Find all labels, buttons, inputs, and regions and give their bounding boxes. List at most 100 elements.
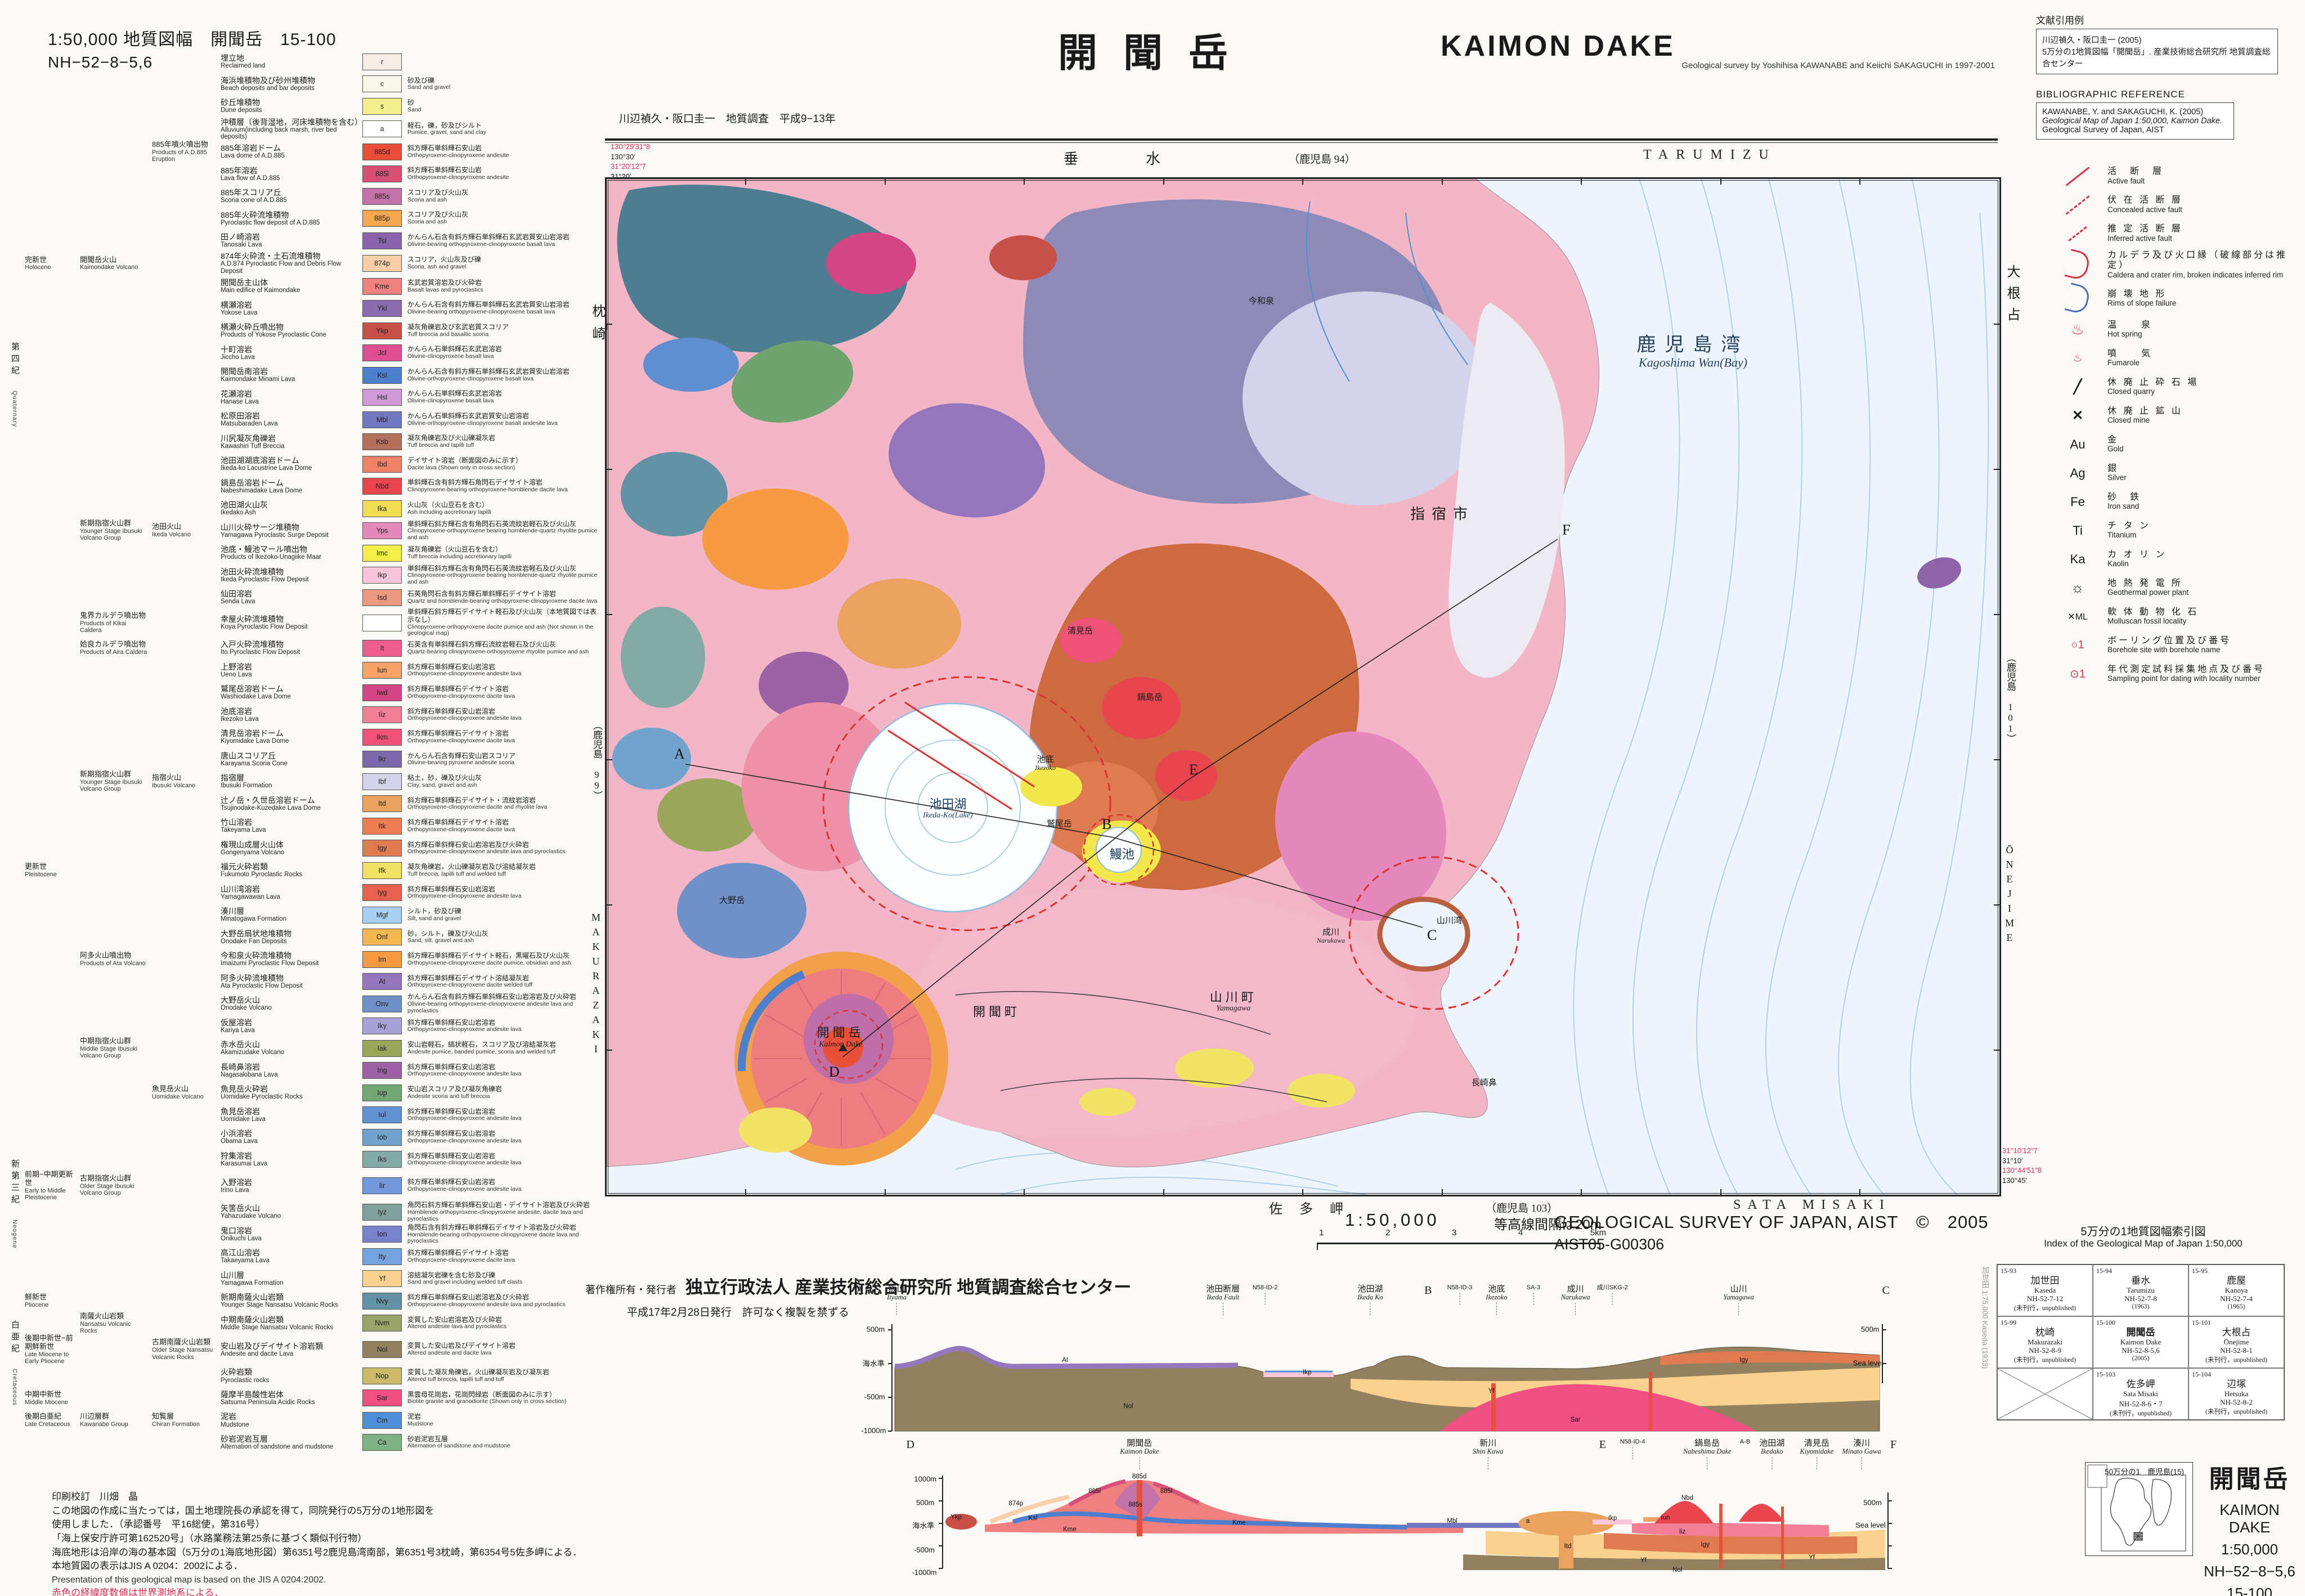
legend-lithology: 凝灰角礫岩及び火山礫凝灰岩 Tuff breccia and lapilli tu… [407,434,496,449]
legend-lithology: 斜方輝石単斜輝石安山岩溶岩及び火砕岩 Orthopyroxene-clinopyr… [407,840,566,855]
legend-color-swatch: Ity [362,1248,402,1265]
legend-row: 鬼口溶岩 Onikuchi Lava Ion 角閃石含有斜方輝石単斜輝石デイサイト… [25,1223,602,1246]
index-map-title: 5万分の1地質図幅索引図 Index of the Geological Map… [2001,1226,2286,1249]
symbol-text: 休 廃 止 鉱 山 Closed mine [2107,406,2183,425]
legend-unit-name: 鍋島岳溶岩ドーム Nabeshimadake Lava Dome [221,478,303,494]
legend-unit-code: Iyz [378,1208,387,1216]
legend-lithology: 凝灰角礫岩，火山礫凝灰岩及び溶結凝灰岩 Tuff breccia, lapilli… [407,863,536,877]
legend-unit-name: 砂岩泥岩互層 Alternation of sandstone and mudst… [221,1434,334,1451]
adjoining-sheet-top-ja: 垂水 [1064,151,1228,167]
symbol-legend-row: 活 断 層 Active fault [2057,164,2299,188]
legend-row: 新期指宿火山群 Younger Stage Ibusuki Volcano Gro… [25,770,602,793]
legend-row: 辻ノ岳・久世岳溶岩ドーム Tsujinodake-Kuzedake Lava Do… [25,792,602,815]
legend-lithology: 玄武岩質溶岩及び火砕岩 Basalt lavas and pyroclastics [407,278,483,293]
cross-section-def-graphic [939,1476,1892,1570]
legend-row: 花瀬溶岩 Hanase Lava Hsl かんらん石単斜輝石玄武岩溶岩 Olivin… [25,386,602,409]
legend-row: 中期中新世 Middle Miocene 薩摩半島酸性岩体 Satsuma Peni… [25,1387,602,1410]
map-place-label: 長崎鼻 [1471,1078,1497,1088]
legend-row: 姶良カルデラ噴出物 Products of Aira Caldera 入戸火砕流堆… [25,637,602,660]
symbol-text: ボーリング位置及び番号 Borehole site with borehole … [2107,636,2232,654]
title-block-ja: 開聞岳 [2209,1465,2290,1493]
legend-unit-code: Nol [376,1346,388,1354]
legend-unit-code: Jcl [378,349,387,357]
legend-unit-code: a [380,125,384,133]
index-map-cell: 15-100 開聞岳 Kaimon Dake NH-52-8-5,6 (2005… [2093,1316,2189,1368]
symbol-icon: ♨ [2073,352,2083,365]
legend-color-swatch: It [362,639,402,657]
legend-subgroup-label: 池田火山 Ikeda Volcano [152,522,191,539]
legend-lithology: かんらん石単斜輝石玄武岩溶岩 Olivine-clinopyroxene basa… [407,389,503,405]
svg-text:B: B [1102,816,1111,832]
geologic-map-area: A B C D E F 鹿児島湾 Kagoshima Wan(Bay) 指宿市 今和泉 [605,177,2001,1196]
map-title-japanese: 開聞岳 [1058,32,1254,75]
tick-label: 2 [1385,1228,1391,1238]
legend-era-label: 中期中新世 Middle Miocene [25,1389,69,1406]
legend-unit-name: 海浜堆積物及び砂州堆積物 Beach deposits and bar depos… [221,75,315,92]
legend-unit-name: 泥岩 Mudstone [221,1412,249,1428]
citation-en-line1: KAWANABE, Y. and SAKAGUCHI, K. (2005) [2042,107,2204,116]
legend-row: 大野岳扇状地堆積物 Onodake Fan Deposits Onf 砂，シルト，… [25,926,602,948]
legend-unit-name: 福元火砕岩類 Fukumoto Pyroclastic Rocks [221,862,303,878]
legend-color-swatch: s [362,97,402,115]
map-place-label: 指宿市 [1410,505,1475,522]
survey-credit-japanese: 川辺禎久・阪口圭一 地質調査 平成9−13年 [619,113,836,125]
legend-row: 小浜溶岩 Obama Lava Iob 斜方輝石単斜輝石安山岩溶岩 Orthopyr… [25,1126,602,1149]
legend-era-label: 完新世 Holocene [25,255,51,271]
legend-unit-code: c [380,80,384,88]
legend-lithology: 砂 Sand [407,98,421,113]
legend-unit-name: 権現山成層火山体 Gongenyama Volcano [221,840,285,856]
legend-row: 後期白亜紀 Late Cretaceous 川辺層群 Kawanabe Group … [25,1409,602,1432]
adjoining-sheet-left-ja: 枕崎 [590,304,604,349]
legend-color-swatch: Sar [362,1389,402,1407]
note-line: 本地質図の表示はJIS A 0204：2002による． [52,1561,243,1572]
legend-row: 竹山溶岩 Takeyama Lava Itk 斜方輝石単斜輝石デイサイト溶岩 Ort… [25,815,602,837]
symbol-legend-row: ✕ 休 廃 止 鉱 山 Closed mine [2057,404,2299,428]
coordinate-tokyo: 31°10′ [2002,1156,2023,1165]
legend-color-swatch: Iob [362,1128,402,1146]
legend-color-swatch: Itk [362,817,402,835]
legend-color-swatch: Nvm [362,1315,402,1332]
map-place-label: 成川 Narukawa [1316,927,1346,944]
legend-color-swatch: Ibd [362,455,402,473]
legend-color-swatch: Iwd [362,684,402,701]
legend-unit-code: Onv [375,999,389,1008]
title-block-number: 15-100 [2227,1585,2272,1596]
legend-color-swatch: Kme [362,277,402,295]
legend-unit-name: 指宿層 Ibusuki Formation [221,773,272,790]
legend-era-label: 前期−中期更新世 Early to Middle Pleistocene [25,1169,73,1201]
legend-unit-code: Ion [377,1230,387,1239]
legend-color-swatch: At [362,973,402,990]
legend-unit-code: Itd [378,800,386,808]
svg-text:E: E [1189,761,1198,778]
symbol-text: 活 断 層 Active fault [2107,167,2164,185]
legend-unit-code: Iak [377,1044,387,1052]
legend-lithology: 斜方輝石単斜輝石安山岩 Orthopyroxene-clinopyroxene a… [407,144,509,159]
legend-color-swatch: Tsl [362,232,402,249]
legend-unit-code: Nvy [376,1297,388,1305]
symbol-text: 砂 鉄 Iron sand [2107,492,2142,511]
symbol-icon: Ka [2070,552,2086,566]
legend-lithology: 凝灰角礫岩（火山豆石を含む） Tuff breccia including acc… [407,545,512,560]
era-rail-label: 白亜紀 Cretaceous [10,1320,20,1406]
legend-unit-name: 池底・鰻池マール噴出物 Products of Ikezoko-Unagiike … [221,545,321,561]
legend-lithology: 斜方輝石単斜輝石デイサイト軽石，黒曜石及び火山灰 Orthopyroxene-cl… [407,952,571,966]
legend-group-label: 古期指宿火山群 Older Stage Ibusuki Volcano Group [80,1174,134,1197]
legend-row: 上野溶岩 Ueno Lava Iun 斜方輝石単斜輝石安山岩溶岩 Orthopyro… [25,659,602,682]
legend-color-swatch: Ca [362,1434,402,1451]
section-top-label: SA-3 [1527,1284,1540,1305]
legend-lithology: 変質した安山岩溶岩及び火砕岩 Altered andesite lava and … [407,1315,507,1330]
legend-row: 湊川層 Minatogawa Formation Mgf シルト，砂及び礫 Silt… [25,904,602,926]
legend-color-swatch: Ksl [362,366,402,384]
reference-box-en: KAWANABE, Y. and SAKAGUCHI, K. (2005) Ge… [2036,102,2234,140]
legend-unit-code: Nbd [375,482,389,490]
legend-row: 砂丘堆積物 Dune deposits s 砂 Sand [25,95,602,118]
legend-lithology: 斜方輝石単斜輝石デイサイト溶岩 Orthopyroxene-clinopyroxe… [407,818,515,833]
legend-lithology: かんらん石含有斜方輝石単斜輝石玄武岩質安山岩溶岩 Olivine-bearing … [407,301,570,316]
legend-color-swatch: Hsl [362,389,402,406]
symbol-icon: ☼ [2071,579,2084,597]
legend-unit-code: 874p [374,259,390,268]
citation-ja-line1: 川辺禎久・阪口圭一 (2005) [2042,36,2142,45]
legend-lithology: スコリア及び火山灰 Scoria and ash [407,188,469,203]
legend-unit-code: 885l [375,170,389,178]
legend-color-swatch: Iup [362,1084,402,1101]
